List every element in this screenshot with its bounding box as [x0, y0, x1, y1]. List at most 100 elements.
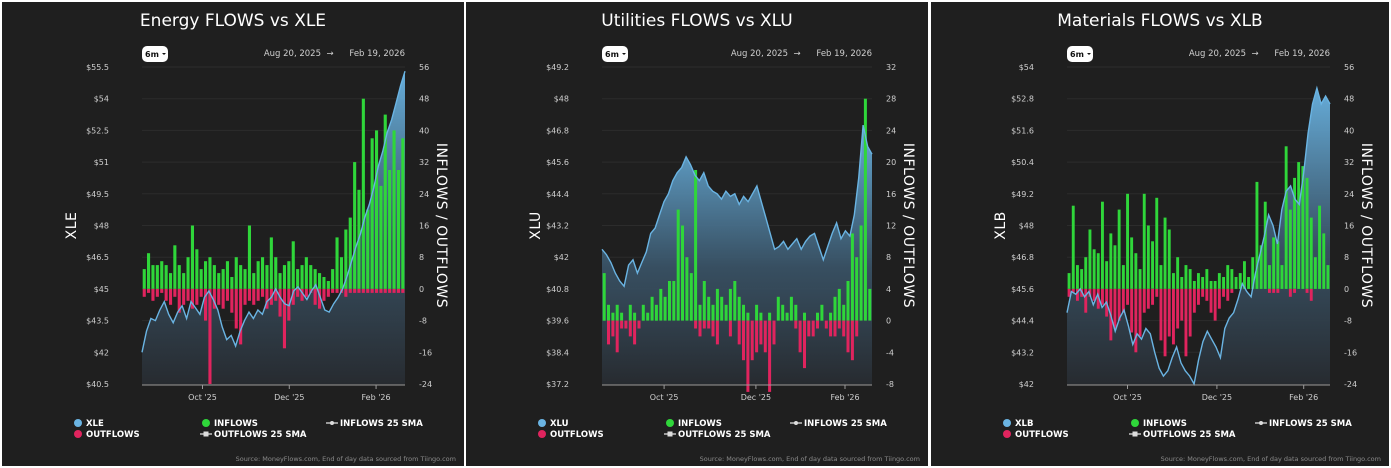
outflow-bar — [243, 288, 247, 305]
price-line — [141, 70, 406, 353]
range-dropdown[interactable]: 6m — [1067, 46, 1093, 62]
legend-item[interactable]: XLB — [1003, 419, 1033, 429]
legend-item[interactable]: INFLOWS — [1131, 419, 1187, 429]
y-tick-right: -24 — [1344, 380, 1357, 389]
legend-item[interactable]: OUTFLOWS 25 SMA — [664, 430, 771, 440]
outflow-bar — [1213, 288, 1217, 321]
legend-item[interactable]: OUTFLOWS — [74, 430, 140, 440]
y-tick-left: $43.5 — [86, 317, 109, 326]
inflow-bar — [208, 257, 212, 289]
range-dropdown[interactable]: 6m — [602, 46, 628, 62]
y-axis-title-left: XLB — [993, 211, 1009, 240]
inflow-bar — [1217, 273, 1221, 289]
date-to[interactable]: Feb 19, 2026 — [1274, 49, 1330, 59]
inflow-bar — [633, 312, 637, 321]
y-tick-left: $52.8 — [1011, 95, 1034, 104]
y-tick-left: $51.6 — [1011, 126, 1034, 135]
legend-item[interactable]: XLU — [538, 419, 569, 429]
range-value: 6m — [145, 50, 159, 59]
inflow-bar — [322, 277, 326, 289]
inflow-bar — [1167, 229, 1171, 289]
legend-item[interactable]: INFLOWS 25 SMA — [326, 419, 423, 429]
legend-item[interactable]: XLE — [74, 419, 104, 429]
inflow-bar — [1276, 241, 1280, 289]
inflow-bar — [147, 253, 151, 289]
outflow-bar — [313, 288, 317, 305]
price-line — [1066, 85, 1331, 387]
legend-item[interactable]: OUTFLOWS 25 SMA — [1129, 430, 1236, 440]
date-from[interactable]: Aug 20, 2025 — [1189, 49, 1246, 59]
inflow-bar — [715, 288, 719, 321]
y-tick-right: 40 — [1344, 126, 1354, 135]
legend-item[interactable]: INFLOWS — [666, 419, 722, 429]
legend-marker-icon — [74, 430, 82, 438]
outflow-bar — [1096, 288, 1100, 309]
inflow-bar — [803, 312, 806, 321]
outflow-bar — [1268, 288, 1271, 293]
y-tick-right: 40 — [419, 126, 429, 135]
y-tick-left: $42 — [554, 253, 569, 262]
y-tick-left: $45 — [94, 285, 109, 294]
inflow-bar — [650, 296, 654, 321]
inflow-bar — [702, 281, 706, 321]
outflow-bar — [1155, 288, 1159, 297]
y-axis-title-left: XLU — [528, 211, 544, 239]
inflow-bar — [863, 98, 867, 321]
inflow-bar — [1088, 229, 1092, 289]
inflow-bar — [1109, 233, 1113, 289]
outflow-bar — [1305, 288, 1309, 293]
inflow-bar — [1151, 241, 1154, 289]
inflow-bar — [217, 273, 221, 289]
inflow-bar — [1188, 269, 1192, 289]
legend-item[interactable]: INFLOWS 25 SMA — [1255, 419, 1352, 429]
outflow-bar — [816, 320, 819, 329]
inflow-bar — [173, 245, 177, 289]
inflow-bar — [348, 217, 352, 289]
date-from[interactable]: Aug 20, 2025 — [264, 49, 321, 59]
y-tick-right: -8 — [886, 380, 894, 389]
legend-item[interactable]: OUTFLOWS — [538, 430, 604, 440]
inflow-bar — [1209, 281, 1213, 289]
inflow-bar — [269, 237, 273, 289]
inflow-bar — [388, 170, 392, 289]
inflow-bar — [681, 225, 684, 321]
outflow-bar — [1142, 288, 1146, 313]
outflow-bar — [177, 288, 181, 313]
inflow-bar — [1243, 261, 1246, 289]
chart-panel-materials: Materials FLOWS vs XLB 6m Aug 20, 2025 → Feb… — [931, 2, 1389, 466]
inflow-bar — [1163, 217, 1167, 289]
legend-item[interactable]: INFLOWS 25 SMA — [790, 419, 887, 429]
inflow-bar — [707, 296, 711, 321]
outflow-bar — [221, 288, 225, 309]
outflow-bar — [811, 320, 815, 337]
inflow-bar — [1172, 273, 1175, 289]
y-tick-left: $46.8 — [1011, 253, 1034, 262]
inflow-bar — [1309, 217, 1313, 289]
outflow-bar — [759, 320, 763, 345]
outflow-bar — [142, 288, 146, 297]
inflow-bar — [1322, 233, 1326, 289]
outflow-bar — [1126, 288, 1129, 305]
inflow-bar — [155, 265, 159, 289]
legend-item[interactable]: OUTFLOWS 25 SMA — [200, 430, 307, 440]
outflow-bar — [186, 288, 190, 301]
inflow-bar — [724, 304, 728, 321]
inflow-bar — [1092, 249, 1096, 289]
inflow-bar — [1184, 265, 1188, 289]
outflow-bar — [1217, 288, 1221, 309]
y-tick-left: $38.4 — [546, 348, 569, 357]
inflow-bar — [654, 304, 658, 321]
outflow-bar — [1151, 288, 1154, 305]
range-dropdown[interactable]: 6m — [142, 46, 168, 62]
legend-item[interactable]: OUTFLOWS — [1003, 430, 1069, 440]
date-from[interactable]: Aug 20, 2025 — [731, 49, 788, 59]
inflow-bar — [1201, 277, 1205, 289]
inflow-bar — [837, 288, 841, 321]
outflow-bar — [1272, 288, 1276, 293]
date-to[interactable]: Feb 19, 2026 — [349, 49, 405, 59]
legend-item[interactable]: INFLOWS — [202, 419, 258, 429]
outflow-bar — [278, 288, 282, 317]
inflow-bar — [366, 209, 370, 289]
date-to[interactable]: Feb 19, 2026 — [816, 49, 872, 59]
y-axis-title-right: INFLOWS / OUTFLOWS — [1358, 143, 1374, 308]
